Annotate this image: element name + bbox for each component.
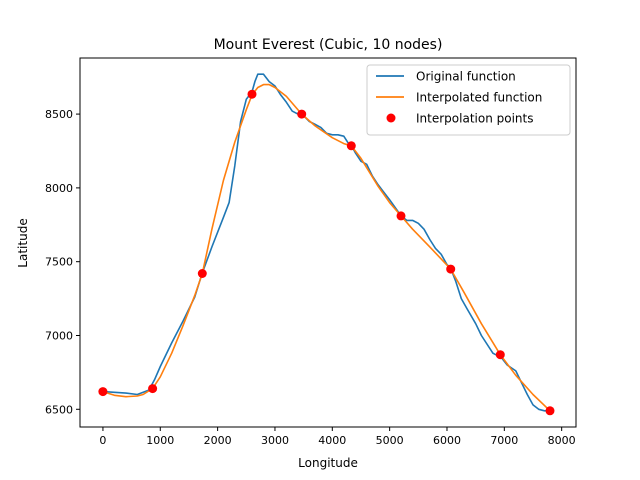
interpolation-point (297, 109, 307, 119)
legend-label-original: Original function (416, 70, 516, 84)
interpolation-point (446, 264, 456, 274)
x-tick-label: 5000 (376, 434, 404, 447)
plot-area (79, 57, 577, 428)
x-tick-label: 8000 (548, 434, 576, 447)
interpolation-point (495, 350, 505, 360)
y-tick-label: 6500 (45, 403, 73, 416)
x-tick-label: 0 (99, 434, 106, 447)
legend-label-points: Interpolation points (416, 112, 533, 126)
axes-frame (79, 57, 577, 428)
legend-label-interpolated: Interpolated function (416, 91, 542, 105)
interpolation-point (148, 384, 158, 394)
x-tick-label: 4000 (318, 434, 346, 447)
interpolation-point (396, 211, 406, 221)
legend-frame (366, 64, 571, 136)
interpolation-point (247, 89, 257, 99)
interpolation-point (346, 141, 356, 151)
y-axis-ticks: 6500 7000 7500 8000 8500 (45, 108, 80, 416)
x-tick-label: 1000 (146, 434, 174, 447)
interpolation-point (197, 269, 207, 278)
interpolation-point (98, 387, 108, 397)
series-line-1 (102, 83, 551, 412)
x-tick-label: 3000 (261, 434, 289, 447)
y-axis-label: Latitude (16, 218, 30, 267)
y-tick-label: 7000 (45, 329, 73, 342)
chart-title: Mount Everest (Cubic, 10 nodes) (214, 37, 443, 53)
interpolation-point (545, 406, 555, 416)
x-axis-ticks: 0 1000 2000 3000 4000 5000 6000 7000 8000 (99, 427, 576, 447)
x-axis-label: Longitude (298, 456, 358, 470)
x-tick-label: 6000 (433, 434, 461, 447)
x-tick-label: 7000 (490, 434, 518, 447)
y-tick-label: 7500 (45, 256, 73, 269)
x-tick-label: 2000 (204, 434, 232, 447)
series-line-0 (102, 73, 550, 412)
y-tick-label: 8500 (45, 108, 73, 121)
legend-swatch-points (386, 113, 396, 123)
y-tick-label: 8000 (45, 182, 73, 195)
legend: Original function Interpolated function … (366, 64, 571, 136)
